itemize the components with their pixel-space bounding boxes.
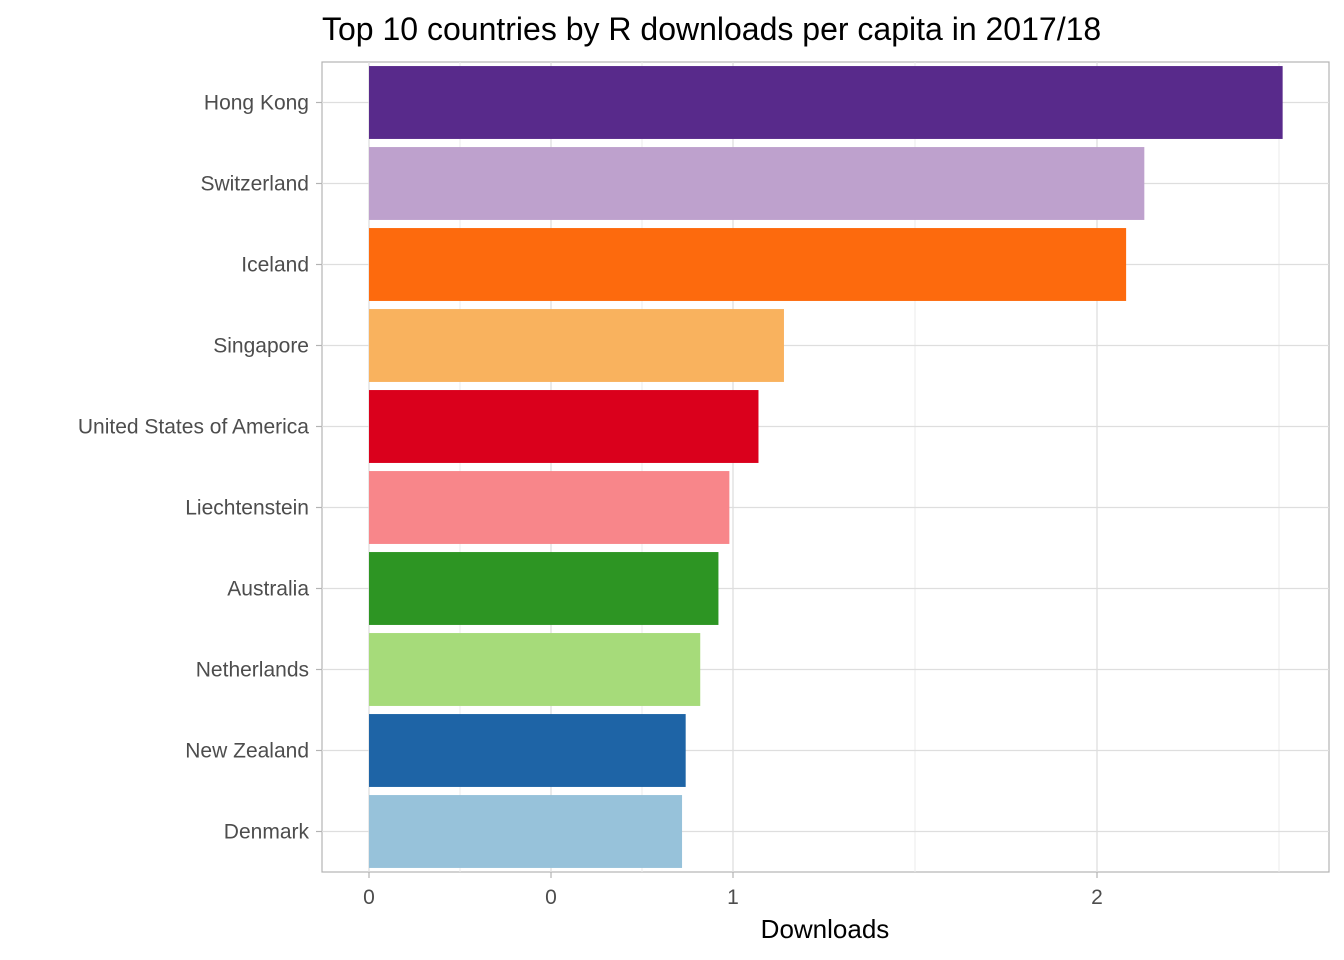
- bar: [369, 309, 784, 382]
- x-axis: 0 0 1 2: [363, 872, 1103, 909]
- bar: [369, 66, 1283, 139]
- x-tick-label: 1: [727, 886, 739, 909]
- x-tick-label: 0: [545, 886, 557, 909]
- y-tick-label: Australia: [227, 578, 309, 601]
- y-tick-label: Singapore: [213, 335, 309, 358]
- bar: [369, 390, 759, 463]
- y-axis: Hong Kong Switzerland Iceland Singapore Unit…: [78, 92, 322, 844]
- bar: [369, 147, 1145, 220]
- y-tick-label: Liechtenstein: [185, 497, 309, 520]
- x-tick-label: 0: [363, 886, 375, 909]
- y-tick-label: Iceland: [241, 254, 309, 277]
- y-tick-label: New Zealand: [185, 740, 309, 763]
- y-tick-label: Switzerland: [200, 173, 309, 196]
- bar: [369, 714, 686, 787]
- y-tick-label: Hong Kong: [204, 92, 309, 115]
- bars: [369, 66, 1283, 868]
- y-tick-label: Netherlands: [196, 659, 309, 682]
- bar: [369, 228, 1127, 301]
- x-tick-label: 2: [1091, 886, 1103, 909]
- y-tick-label: United States of America: [78, 416, 309, 439]
- x-axis-label: Downloads: [761, 914, 890, 944]
- bar: [369, 471, 730, 544]
- bar: [369, 633, 701, 706]
- bar: [369, 552, 719, 625]
- bar: [369, 795, 683, 868]
- y-tick-label: Denmark: [224, 821, 310, 844]
- chart-title: Top 10 countries by R downloads per capi…: [322, 11, 1101, 47]
